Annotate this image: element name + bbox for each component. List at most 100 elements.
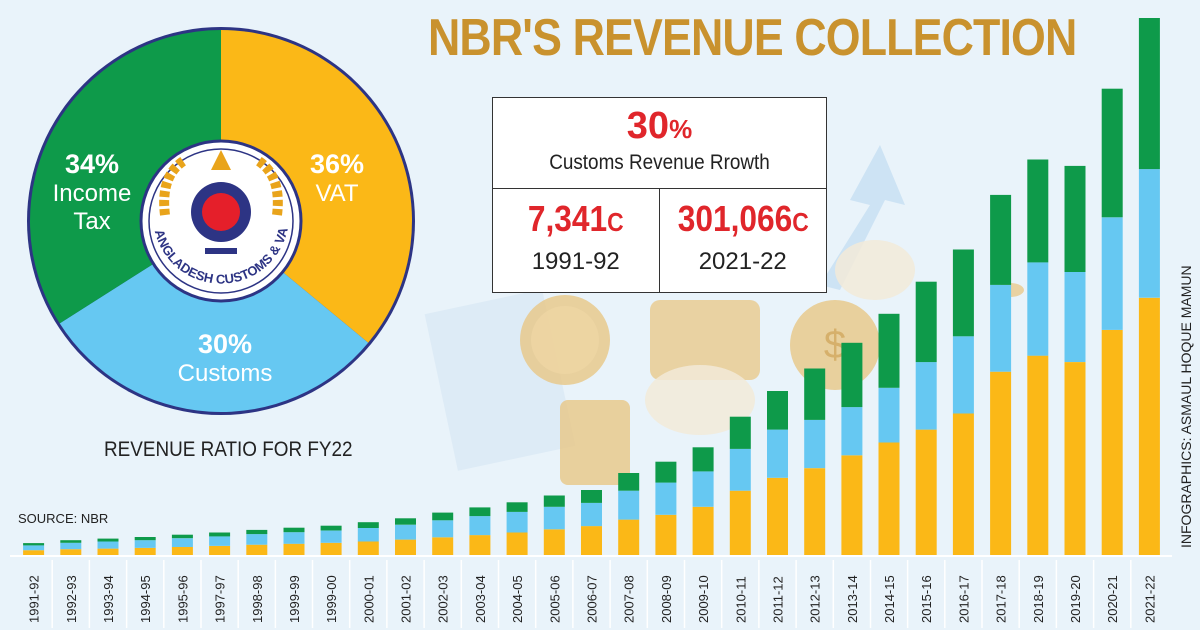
bar-customs-1991-92 <box>23 545 45 551</box>
coin-stack-icon <box>560 400 630 485</box>
start-value: 7,341C <box>503 199 649 242</box>
bar-income-tax-2020-21 <box>1101 88 1123 218</box>
bar-vat-1998-98 <box>246 544 268 555</box>
bar-income-tax-1993-94 <box>97 538 119 542</box>
bar-customs-2000-01 <box>357 528 379 542</box>
growth-value: 30% <box>493 106 826 149</box>
bar-income-tax-2016-17 <box>952 249 974 337</box>
bar-income-tax-2003-04 <box>469 507 491 517</box>
tick-label: 2009-10 <box>696 575 711 623</box>
bar-income-tax-1995-96 <box>171 534 193 539</box>
tick-label: 1994-95 <box>138 575 153 623</box>
bar-vat-2001-02 <box>395 539 416 555</box>
tick-label: 2008-09 <box>659 575 674 623</box>
logo-base-icon <box>205 248 237 254</box>
bar-vat-1995-96 <box>171 547 193 555</box>
coin-inner-icon <box>531 306 599 374</box>
bar-vat-2015-16 <box>915 429 937 555</box>
bar-income-tax-2006-07 <box>581 490 602 503</box>
tick-label: 2005-06 <box>547 575 562 623</box>
growth-number: 30 <box>626 105 670 147</box>
pie-value-income-tax: 34% <box>64 149 120 179</box>
bar-income-tax-1998-98 <box>246 529 268 535</box>
tick-label: 1999-99 <box>287 575 302 623</box>
source-label: SOURCE: NBR <box>18 511 109 526</box>
bar-vat-2003-04 <box>469 535 491 555</box>
start-year: 1991-92 <box>531 248 620 275</box>
bar-vat-2012-13 <box>804 468 826 555</box>
bar-vat-1997-97 <box>209 546 231 555</box>
tick-label: 2006-07 <box>585 575 600 623</box>
dollar-sign-icon: $ <box>824 323 846 367</box>
start-panel: 7,341C 1991-92 <box>493 189 660 292</box>
bar-vat-2016-17 <box>952 413 974 555</box>
tick-label: 2021-22 <box>1142 575 1157 623</box>
bar-vat-1999-00 <box>320 542 342 555</box>
logo-flame-icon <box>211 150 231 170</box>
bar-income-tax-2005-06 <box>543 495 565 507</box>
bar-customs-2012-13 <box>804 419 826 469</box>
bar-income-tax-2012-13 <box>804 368 826 420</box>
tick-label: 2014-15 <box>882 575 897 623</box>
tick-label: 2016-17 <box>956 575 971 623</box>
pie-label-vat: 36% VAT <box>310 150 364 208</box>
bar-vat-2017-18 <box>990 371 1012 555</box>
bar-customs-2008-09 <box>655 482 677 515</box>
growth-arrow-icon <box>820 145 905 290</box>
pie-name-income-tax: Income Tax <box>52 180 132 235</box>
bar-customs-2018-19 <box>1027 262 1049 356</box>
tick-label: 1993-94 <box>101 575 116 623</box>
bar-customs-1994-95 <box>134 540 156 548</box>
bar-vat-1993-94 <box>97 548 119 555</box>
bar-vat-1999-99 <box>283 543 305 555</box>
tick-label: 2011-12 <box>771 576 786 623</box>
tick-label: 1998-98 <box>250 575 265 623</box>
bar-income-tax-2001-02 <box>395 518 416 525</box>
bar-customs-1999-00 <box>320 530 342 543</box>
bar-vat-2014-15 <box>878 442 900 555</box>
bar-income-tax-1999-00 <box>320 525 342 531</box>
bar-vat-2011-12 <box>767 477 788 555</box>
bar-customs-2007-08 <box>618 490 640 520</box>
bar-income-tax-2007-08 <box>618 473 640 491</box>
logo-sun-icon <box>202 193 240 231</box>
tick-label: 1992-93 <box>64 575 79 623</box>
bar-customs-1993-94 <box>97 541 119 549</box>
bar-customs-2006-07 <box>581 502 602 527</box>
tick-label: 2020-21 <box>1105 575 1120 623</box>
tick-label: 2013-14 <box>845 575 860 623</box>
tick-label: 2018-19 <box>1031 575 1046 623</box>
pie-name-vat: VAT <box>315 180 359 207</box>
bar-income-tax-2008-09 <box>655 461 677 483</box>
tick-label: 2019-20 <box>1068 575 1083 623</box>
bar-vat-2008-09 <box>655 514 677 555</box>
bar-vat-1992-93 <box>60 549 82 555</box>
end-year: 2021-22 <box>698 248 787 275</box>
pie-label-income-tax: 34% Income Tax <box>42 150 142 236</box>
bar-vat-2010-11 <box>729 490 751 555</box>
pie-value-customs: 30% <box>197 329 253 359</box>
bar-income-tax-2009-10 <box>692 447 714 472</box>
tick-label: 2007-08 <box>622 575 637 623</box>
bar-customs-2003-04 <box>469 516 491 536</box>
bar-vat-2019-20 <box>1064 362 1086 555</box>
bar-customs-1992-93 <box>60 542 82 550</box>
bar-vat-2018-19 <box>1027 355 1049 555</box>
start-unit: C <box>607 207 624 237</box>
bar-income-tax-1997-97 <box>209 532 231 537</box>
tick-label: 2010-11 <box>733 576 748 623</box>
growth-label: Customs Revenue Rrowth <box>549 151 770 174</box>
tick-label: 1991-92 <box>27 575 42 623</box>
bar-customs-2009-10 <box>692 471 714 507</box>
bar-income-tax-1991-92 <box>23 543 45 546</box>
x-axis-ticks: 1991-92 1992-93 1993-94 1994-95 1995-96 1997-… <box>27 560 1157 628</box>
bar-vat-2021-22 <box>1138 297 1160 555</box>
bar-vat-2004-05 <box>506 532 528 555</box>
tick-label: 2002-03 <box>436 575 451 623</box>
bar-vat-2009-10 <box>692 506 714 555</box>
bar-vat-2007-08 <box>618 519 640 555</box>
bar-income-tax-1999-99 <box>283 527 305 533</box>
money-bag-2-icon <box>835 240 915 300</box>
bar-income-tax-2015-16 <box>915 281 937 363</box>
